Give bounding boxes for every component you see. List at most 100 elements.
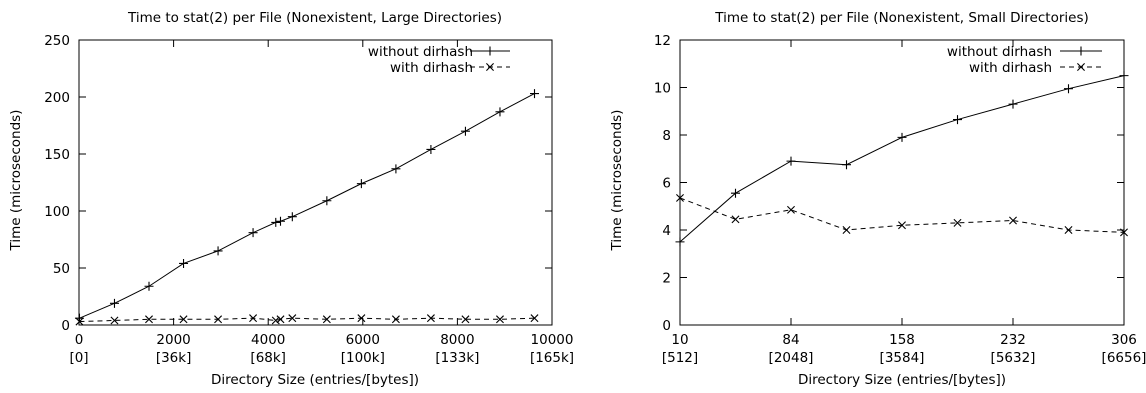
- marker-plus: [1064, 84, 1073, 94]
- data-point: [391, 315, 400, 324]
- y-tick-label: 150: [44, 147, 70, 163]
- data-point: [731, 215, 740, 224]
- data-point: [953, 218, 962, 227]
- marker-cross: [898, 221, 906, 230]
- data-point: [144, 281, 154, 291]
- legend-label: without dirhash: [368, 44, 473, 60]
- marker-plus: [786, 156, 796, 166]
- data-point: [495, 107, 505, 117]
- series-without-dirhash: [74, 89, 539, 323]
- x-tick-label: 158: [889, 332, 915, 348]
- data-point: [529, 89, 539, 99]
- data-point: [898, 221, 906, 230]
- data-point: [356, 179, 366, 189]
- chart-title: Time to stat(2) per File (Nonexistent, L…: [127, 10, 502, 26]
- data-point: [213, 246, 223, 256]
- series-line: [79, 317, 535, 323]
- legend-marker: [485, 46, 495, 56]
- x-tick-label: 306: [1111, 332, 1137, 348]
- marker-cross: [179, 315, 188, 324]
- marker-plus: [144, 281, 154, 291]
- marker-plus: [287, 212, 297, 222]
- x-tick-sublabel: [68k]: [250, 350, 286, 366]
- marker-plus: [485, 46, 495, 56]
- marker-plus: [495, 107, 505, 117]
- chart-large-directories: Time to stat(2) per File (Nonexistent, L…: [8, 10, 574, 388]
- x-tick-label: 2000: [156, 332, 190, 348]
- marker-plus: [1076, 46, 1086, 56]
- marker-cross: [461, 315, 470, 324]
- data-point: [276, 315, 285, 324]
- marker-cross: [145, 315, 153, 324]
- series-without-dirhash: [675, 71, 1129, 247]
- data-point: [675, 237, 685, 247]
- marker-cross: [288, 314, 297, 323]
- data-point: [842, 160, 851, 170]
- data-point: [248, 228, 258, 238]
- marker-plus: [391, 164, 401, 174]
- data-point: [676, 193, 684, 202]
- x-tick-label: 10000: [531, 332, 574, 348]
- data-point: [271, 217, 281, 227]
- data-point: [530, 314, 539, 323]
- data-point: [214, 315, 223, 324]
- x-axis: 0 [0] 2000 [36k] 4000 [68k] 6000 [100k] 8000 [133…: [69, 40, 574, 366]
- marker-cross: [731, 215, 740, 224]
- data-point: [322, 196, 332, 206]
- legend-label: with dirhash: [969, 60, 1052, 76]
- series-with-dirhash: [676, 193, 1128, 237]
- data-point: [461, 315, 470, 324]
- marker-cross: [214, 315, 223, 324]
- data-point: [145, 315, 153, 324]
- marker-cross: [110, 316, 119, 325]
- series-line: [679, 197, 1125, 233]
- data-point: [288, 314, 297, 323]
- legend-label: with dirhash: [390, 60, 473, 76]
- y-tick-label: 2: [662, 271, 671, 287]
- legend-marker: [486, 63, 494, 71]
- data-point: [787, 205, 795, 214]
- data-point: [953, 115, 962, 125]
- marker-plus: [675, 237, 685, 247]
- chart-title: Time to stat(2) per File (Nonexistent, S…: [714, 10, 1089, 26]
- x-tick-sublabel: [6656]: [1102, 350, 1146, 366]
- x-tick-sublabel: [0]: [69, 350, 88, 366]
- x-tick-label: 232: [1000, 332, 1026, 348]
- data-point: [271, 316, 280, 325]
- marker-cross: [787, 205, 795, 214]
- y-tick-label: 250: [44, 33, 70, 49]
- marker-plus: [271, 217, 281, 227]
- x-tick-sublabel: [133k]: [435, 350, 479, 366]
- marker-plus: [1119, 71, 1129, 81]
- data-point: [179, 258, 189, 268]
- data-point: [287, 212, 297, 222]
- x-tick-label: 0: [75, 332, 84, 348]
- x-tick-label: 6000: [346, 332, 380, 348]
- data-point: [1064, 226, 1073, 234]
- marker-cross: [75, 317, 84, 326]
- y-tick-label: 200: [44, 90, 70, 106]
- data-point: [786, 156, 796, 166]
- series-with-dirhash: [75, 314, 539, 326]
- y-axis: 0 2 4 6 8 10 12: [654, 33, 1124, 334]
- data-point: [1120, 228, 1128, 237]
- data-point: [897, 132, 907, 142]
- x-tick-sublabel: [165k]: [530, 350, 574, 366]
- plot-frame: [679, 39, 1125, 326]
- marker-plus: [426, 144, 436, 154]
- data-point: [495, 315, 504, 324]
- y-tick-label: 0: [662, 318, 671, 334]
- marker-cross: [495, 315, 504, 324]
- x-tick-sublabel: [2048]: [769, 350, 814, 366]
- data-point: [460, 126, 470, 136]
- marker-plus: [275, 216, 285, 226]
- y-tick-label: 100: [44, 204, 70, 220]
- marker-plus: [179, 258, 189, 268]
- y-tick-label: 10: [654, 81, 671, 97]
- y-tick-label: 4: [662, 223, 671, 239]
- data-point: [1008, 99, 1018, 109]
- x-tick-label: 8000: [440, 332, 474, 348]
- data-point: [426, 144, 436, 154]
- marker-plus: [842, 160, 851, 170]
